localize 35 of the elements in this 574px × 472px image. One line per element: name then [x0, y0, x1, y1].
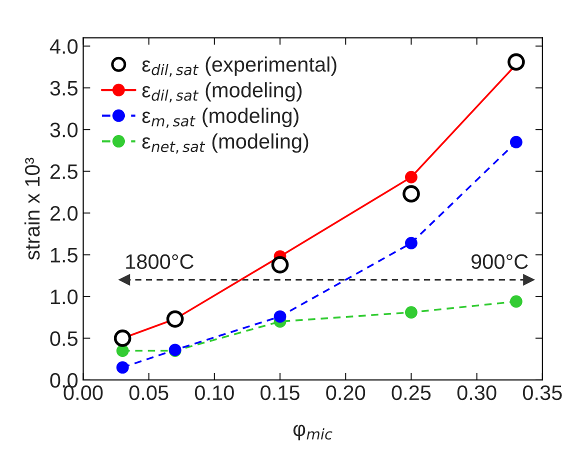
point	[166, 310, 184, 328]
legend-label: ε$_{dil,sat}$ (experimental)	[142, 56, 336, 77]
point	[508, 53, 525, 71]
x-axis-title: φ$_{mic}$	[293, 424, 332, 440]
point	[405, 306, 418, 319]
y-axis-title: strain x 10³	[24, 158, 40, 260]
x-tick-label: 0.20	[326, 385, 366, 400]
legend-label: ε$_{net,sat}$ (modeling)	[142, 133, 308, 154]
point	[405, 170, 418, 184]
y-tick-label: 2.5	[50, 164, 78, 180]
annotation: 1800°C	[126, 254, 194, 270]
legend-label: ε$_{dil,sat}$ (modeling)	[142, 82, 302, 102]
point	[274, 310, 286, 323]
y-tick-label: 3.0	[50, 122, 78, 138]
x-tick-label: 0.30	[457, 385, 496, 400]
x-tick-label: 0.15	[260, 385, 300, 400]
y-tick-label: 4.0	[50, 39, 78, 54]
point	[405, 236, 418, 250]
point	[114, 330, 132, 347]
y-tick-label: 1.5	[51, 248, 78, 263]
y-tick-label: 0.5	[50, 331, 78, 346]
point	[116, 361, 129, 374]
y-tick-label: 1.0	[51, 290, 78, 304]
point	[271, 256, 289, 274]
x-tick-label: 0.10	[194, 385, 234, 400]
point	[510, 295, 522, 308]
x-tick-label: 0.25	[392, 385, 431, 400]
x-tick-label: 0.05	[129, 385, 168, 400]
point	[510, 136, 522, 148]
y-tick-label: 2.0	[50, 206, 78, 221]
legend-label: ε$_{m,sat}$ (modeling)	[142, 108, 298, 128]
y-tick-label: 3.5	[50, 80, 78, 96]
annotation: 900°C	[472, 254, 528, 270]
x-tick-label: 0.35	[522, 385, 562, 400]
point	[402, 185, 420, 203]
